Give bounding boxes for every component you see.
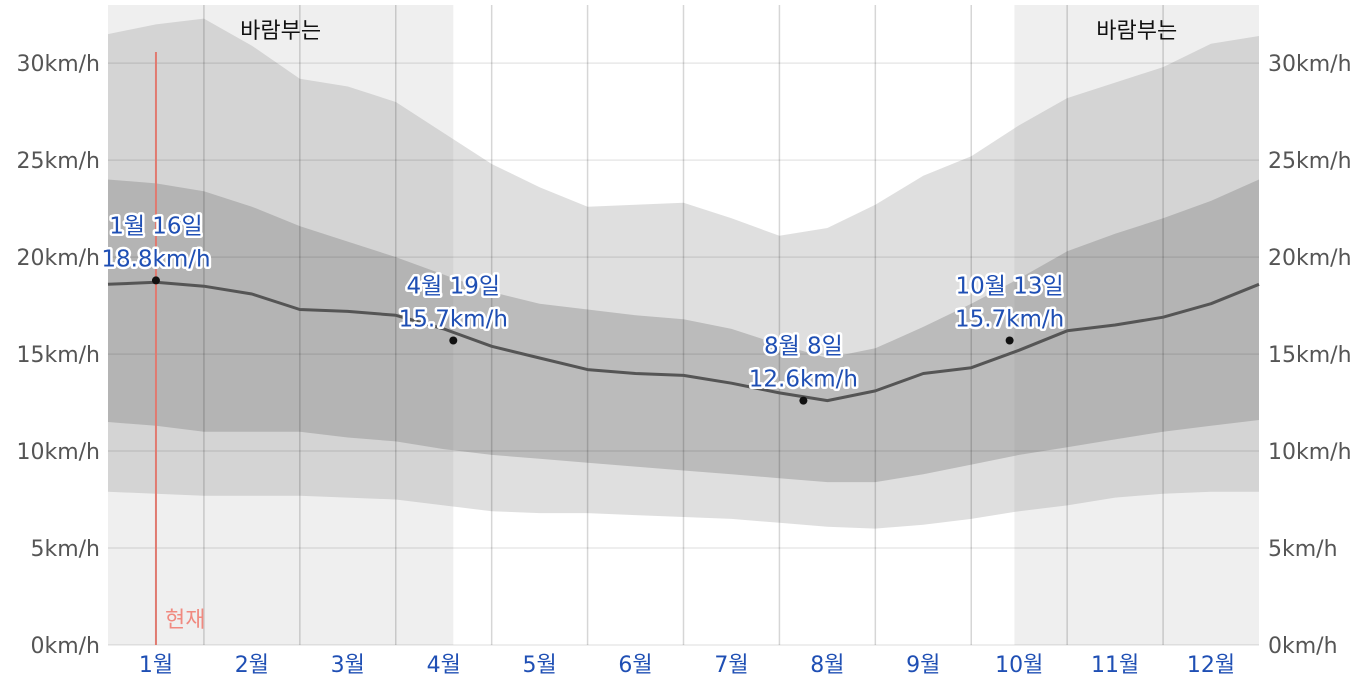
windy-season-layer (108, 5, 1259, 645)
y-tick-right-3: 15km/h (1268, 343, 1352, 368)
y-tick-left-5: 25km/h (16, 149, 100, 174)
mean-line-layer (107, 280, 1260, 403)
windy-season-bg-1 (108, 5, 454, 645)
y-tick-right-6: 30km/h (1268, 52, 1352, 77)
now-marker-layer: 현재 (154, 52, 205, 645)
annotation-value-2: 15.7km/h (399, 307, 508, 333)
annotation-layer: 1월 16일 18.8km/h 4월 19일 15.7km/h 8월 8일 12.6km/… (99, 211, 1067, 405)
annotation-date-3: 8월 8일 (764, 334, 843, 360)
month-label-10: 10월 (995, 653, 1043, 678)
y-tick-right-2: 10km/h (1268, 440, 1352, 465)
month-label-12: 12월 (1187, 653, 1235, 678)
windy-season-bg-2 (1014, 5, 1259, 645)
y-tick-left-1: 5km/h (30, 537, 100, 562)
y-tick-left-0: 0km/h (30, 634, 100, 659)
annotation-date-4: 10월 13일 (956, 274, 1064, 300)
annotation-value-1: 18.8km/h (101, 246, 210, 272)
now-label: 현재 (165, 608, 205, 633)
annotation-value-3: 12.6km/h (749, 367, 858, 393)
windy-season-label-1: 바람부는 (240, 19, 321, 44)
month-label-1: 1월 (139, 653, 173, 678)
y-tick-right-4: 20km/h (1268, 246, 1352, 271)
month-label-3: 3월 (331, 653, 365, 678)
annotation-date-1: 1월 16일 (109, 213, 203, 239)
mean-wind-line (107, 280, 1260, 403)
annotation-date-2: 4월 19일 (407, 274, 501, 300)
y-tick-right-1: 5km/h (1268, 537, 1338, 562)
month-label-9: 9월 (906, 653, 940, 678)
month-label-2: 2월 (235, 653, 269, 678)
label-layer: 0km/h 0km/h 5km/h 5km/h 10km/h 10km/h 15km/h 15… (16, 19, 1351, 678)
month-label-4: 4월 (427, 653, 461, 678)
annotation-point-3 (799, 396, 808, 405)
y-tick-right-0: 0km/h (1268, 634, 1338, 659)
annotation-point-2 (449, 336, 458, 345)
band-layer (108, 18, 1259, 529)
month-label-7: 7월 (714, 653, 748, 678)
y-tick-left-6: 30km/h (16, 52, 100, 77)
y-tick-left-4: 20km/h (16, 246, 100, 271)
annotation-point-1 (151, 276, 160, 285)
month-label-8: 8월 (810, 653, 844, 678)
band-p25-p75 (108, 179, 1259, 483)
grid-layer (108, 5, 1259, 646)
windy-season-label-2: 바람부는 (1096, 19, 1177, 44)
band-p10-p90 (108, 18, 1259, 529)
y-tick-left-2: 10km/h (16, 440, 100, 465)
month-label-11: 11월 (1091, 653, 1139, 678)
y-tick-left-3: 15km/h (16, 343, 100, 368)
annotation-point-4 (1005, 336, 1014, 345)
y-tick-right-5: 25km/h (1268, 149, 1352, 174)
month-label-6: 6월 (618, 653, 652, 678)
month-label-5: 5월 (523, 653, 557, 678)
annotation-value-4: 15.7km/h (955, 307, 1064, 333)
